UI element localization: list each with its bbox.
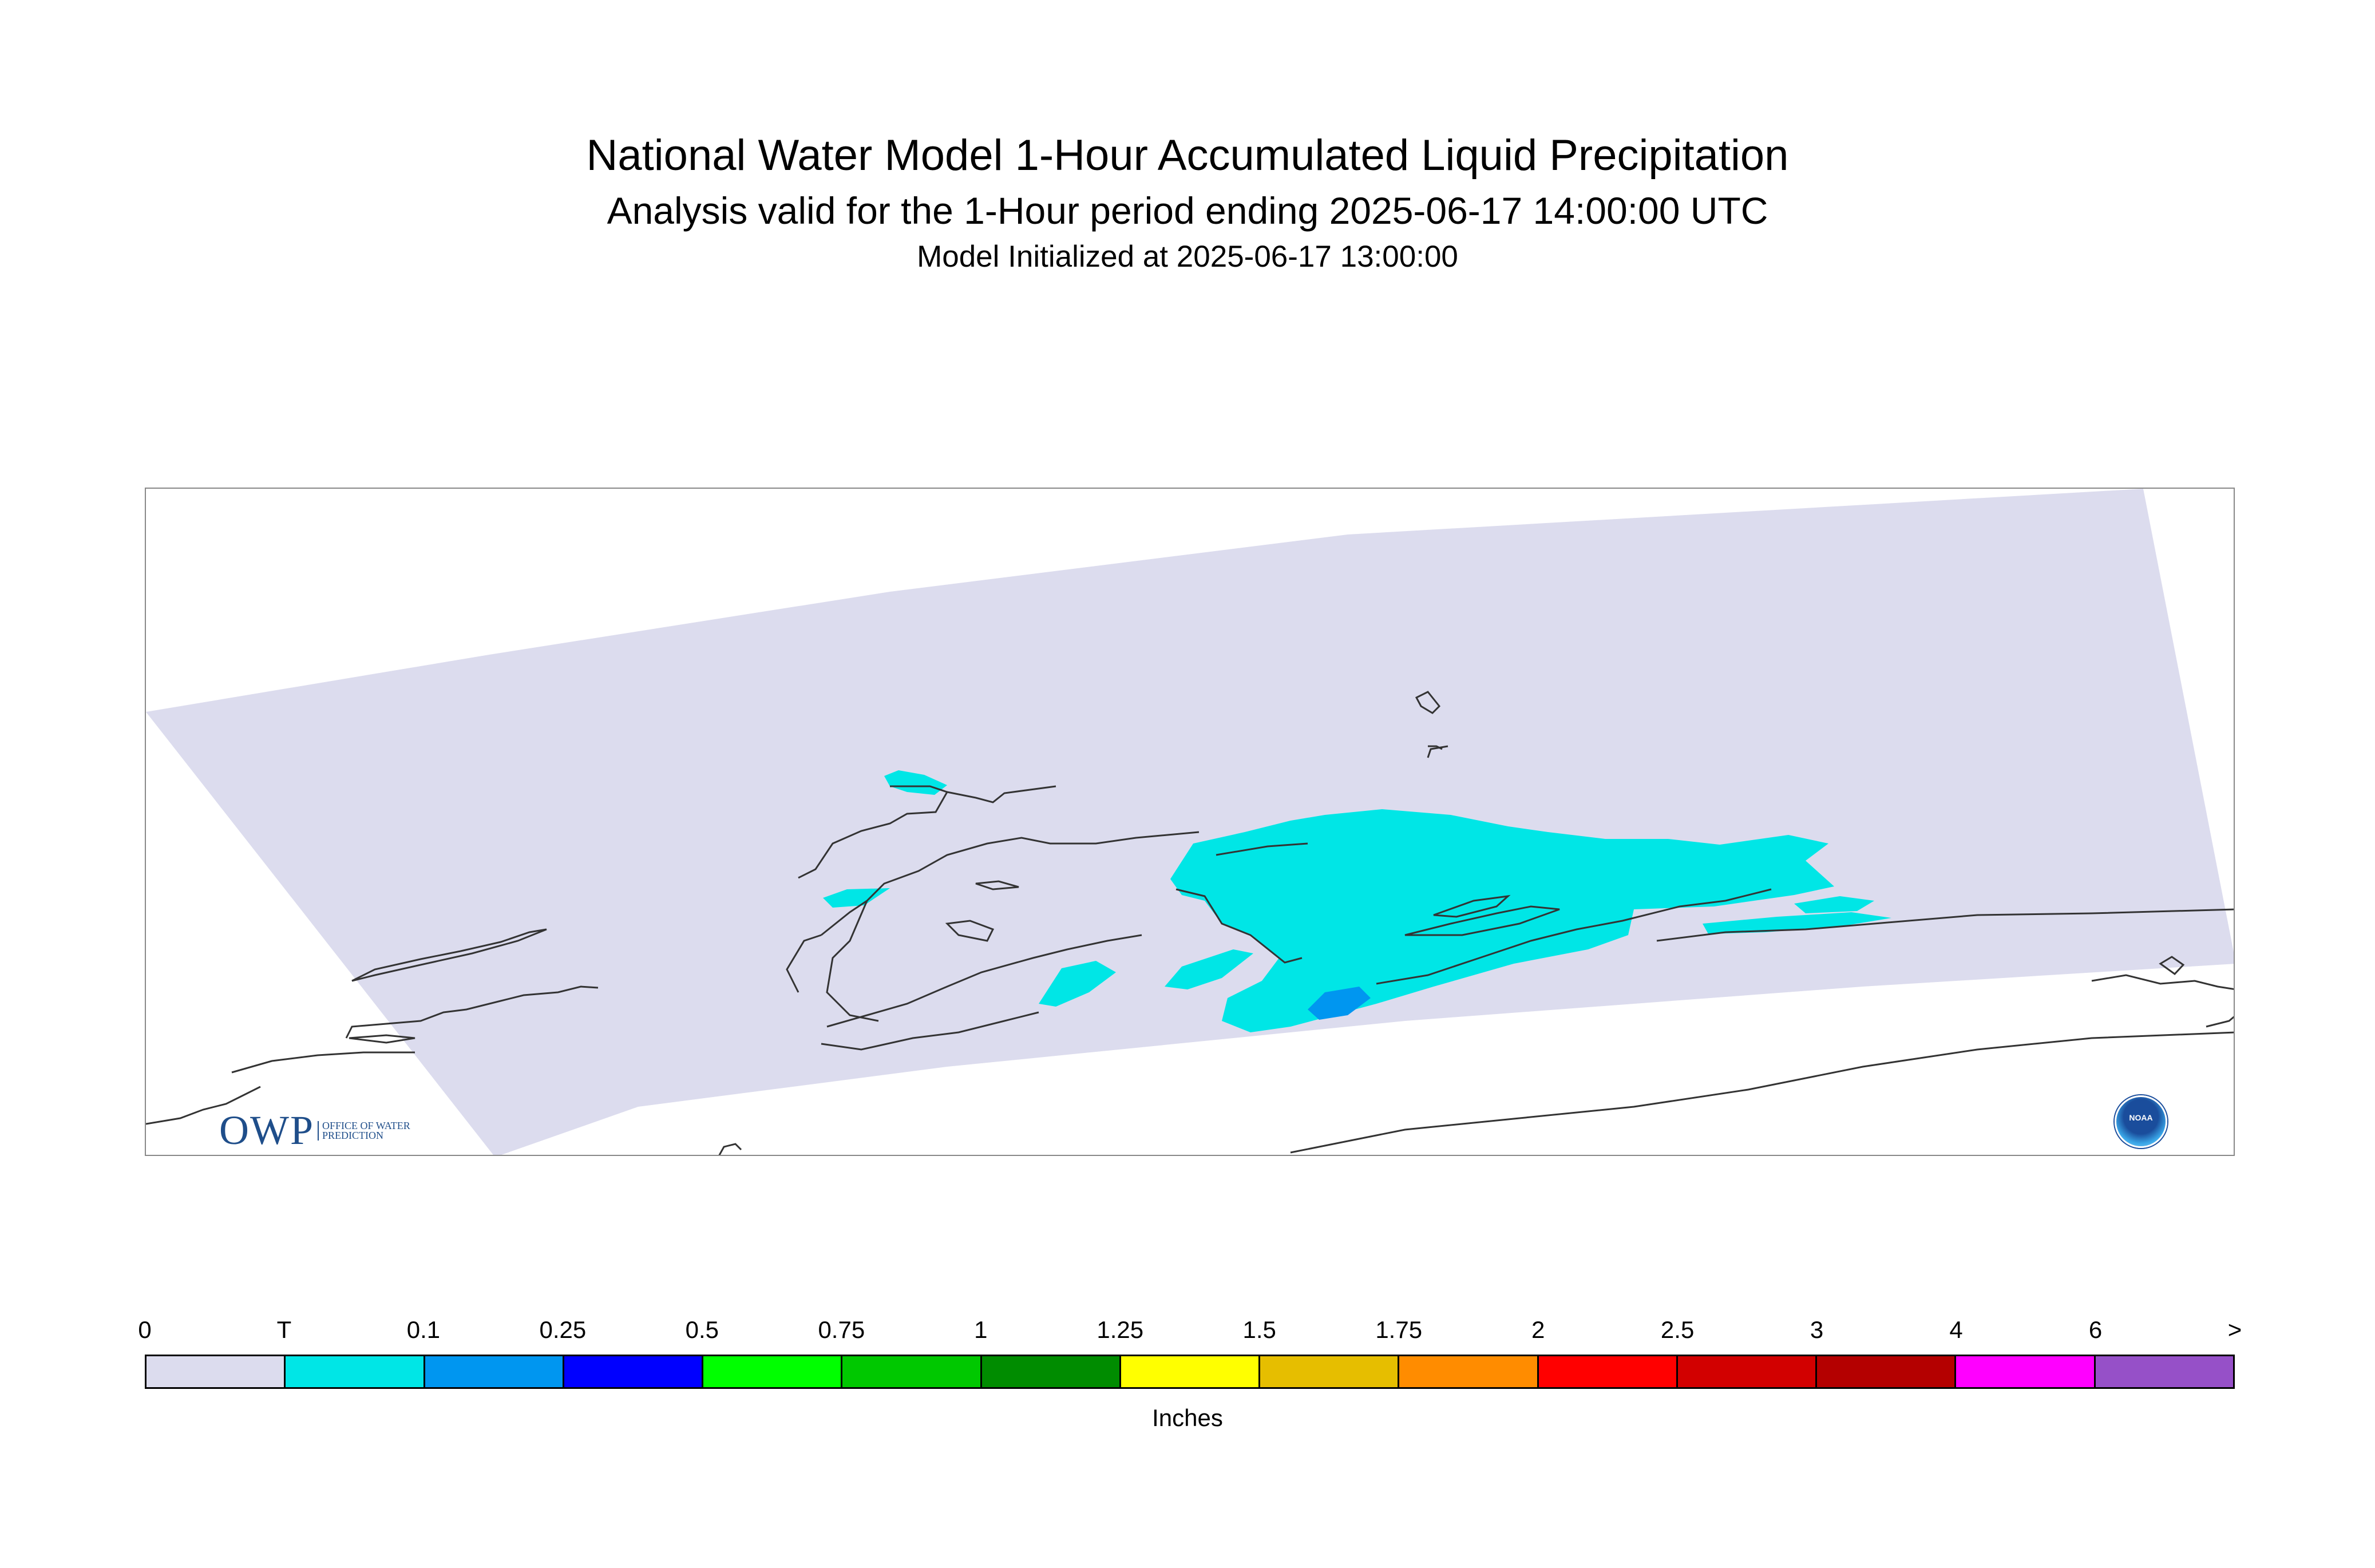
coastline bbox=[1404, 905, 1560, 936]
precip-area bbox=[884, 770, 947, 795]
legend-tick-label: 4 bbox=[1949, 1316, 1963, 1343]
legend-tick-label: 0.75 bbox=[818, 1316, 865, 1343]
legend-tick-label: 6 bbox=[2088, 1316, 2103, 1343]
coastline bbox=[1415, 691, 1441, 714]
precip-area bbox=[1039, 961, 1116, 1007]
legend-swatch bbox=[981, 1356, 1121, 1387]
owp-logo-subtext: OFFICE OF WATER PREDICTION bbox=[318, 1120, 431, 1141]
owp-logo: OWP OFFICE OF WATER PREDICTION bbox=[219, 1107, 431, 1154]
legend-tick-label: 2.5 bbox=[1660, 1316, 1695, 1343]
legend-units: Inches bbox=[1152, 1404, 1223, 1431]
legend-tick-label: 1.75 bbox=[1375, 1316, 1423, 1343]
owp-logo-text: OWP bbox=[219, 1107, 314, 1153]
legend-tick-label: T bbox=[276, 1316, 292, 1343]
legend-swatch bbox=[286, 1356, 425, 1387]
coastline bbox=[351, 928, 547, 982]
precip-area bbox=[1634, 872, 1806, 906]
legend-tick-label: 0.1 bbox=[406, 1316, 441, 1343]
coastline bbox=[345, 985, 599, 1039]
coastline bbox=[945, 920, 995, 942]
coastlines bbox=[146, 691, 2234, 1155]
coastline bbox=[821, 831, 1200, 936]
legend-tick-label: 1 bbox=[974, 1316, 988, 1343]
precip-area bbox=[1170, 809, 1834, 1032]
coastline bbox=[826, 934, 1142, 1028]
precip-trace-areas bbox=[823, 770, 1891, 1032]
legend-swatch bbox=[2095, 1356, 2233, 1387]
legend-swatch bbox=[1956, 1356, 2096, 1387]
legend-swatch bbox=[1260, 1356, 1400, 1387]
noaa-logo-text: NOAA bbox=[2129, 1113, 2153, 1122]
coastline bbox=[786, 934, 822, 993]
precip-map-panel: OWP OFFICE OF WATER PREDICTION NOAA bbox=[145, 488, 2235, 1156]
coastline bbox=[1290, 1031, 2234, 1154]
legend-tick-labels: 0 T 0.1 0.25 0.5 0.75 1 1.25 1.5 1.75 2 2.5 3 4 6 > bbox=[0, 1316, 2375, 1351]
legend-swatch bbox=[1121, 1356, 1261, 1387]
coastline bbox=[231, 1051, 415, 1074]
coastline bbox=[1216, 842, 1308, 856]
legend-colorbar bbox=[145, 1355, 2235, 1389]
legend-swatch bbox=[1677, 1356, 1818, 1387]
precip-area bbox=[1308, 987, 1371, 1020]
coastline bbox=[890, 785, 1056, 803]
coastline bbox=[1433, 894, 1511, 918]
legend-swatch bbox=[147, 1356, 286, 1387]
map-subtitle: Analysis valid for the 1-Hour period end… bbox=[607, 189, 1768, 232]
legend-tick-label: 1.25 bbox=[1097, 1316, 1144, 1343]
noaa-logo: NOAA bbox=[2115, 1095, 2167, 1148]
coastline bbox=[821, 1011, 1039, 1051]
coastline bbox=[2159, 956, 2185, 975]
coastline bbox=[146, 1086, 261, 1125]
map-title: National Water Model 1-Hour Accumulated … bbox=[586, 131, 1789, 180]
legend-swatch bbox=[842, 1356, 982, 1387]
precip-0.1-areas bbox=[1308, 987, 1371, 1020]
legend-swatch bbox=[564, 1356, 704, 1387]
model-domain bbox=[146, 489, 2234, 1155]
legend-tick-label: 1.5 bbox=[1242, 1316, 1276, 1343]
precip-area bbox=[1703, 912, 1891, 934]
precip-area bbox=[1794, 896, 1874, 913]
legend-tick-label: 0 bbox=[138, 1316, 152, 1343]
legend-swatch bbox=[1817, 1356, 1957, 1387]
coastline bbox=[1175, 888, 1303, 964]
legend-swatch bbox=[1399, 1356, 1539, 1387]
coastline bbox=[2206, 1016, 2234, 1028]
precip-map bbox=[146, 489, 2234, 1155]
coastline bbox=[1427, 745, 1448, 758]
coastline bbox=[718, 1143, 742, 1155]
precip-area bbox=[1165, 949, 1253, 989]
legend-tick-label: 0.5 bbox=[685, 1316, 719, 1343]
legend-swatch bbox=[1538, 1356, 1678, 1387]
coastline bbox=[349, 1034, 415, 1044]
coastline bbox=[798, 791, 948, 879]
init-time: Model Initialized at 2025-06-17 13:00:00 bbox=[917, 240, 1458, 274]
precip-area bbox=[823, 888, 890, 908]
legend-swatch bbox=[703, 1356, 843, 1387]
coastline bbox=[975, 880, 1019, 890]
legend-tick-label: > bbox=[2227, 1316, 2242, 1343]
legend-tick-label: 3 bbox=[1810, 1316, 1824, 1343]
coastline bbox=[1376, 888, 1772, 985]
legend-swatch bbox=[425, 1356, 564, 1387]
coastline bbox=[1656, 908, 2234, 942]
coastline bbox=[826, 900, 879, 1022]
legend-tick-label: 0.25 bbox=[539, 1316, 587, 1343]
legend-tick-label: 2 bbox=[1531, 1316, 1545, 1343]
coastline bbox=[2091, 974, 2234, 990]
